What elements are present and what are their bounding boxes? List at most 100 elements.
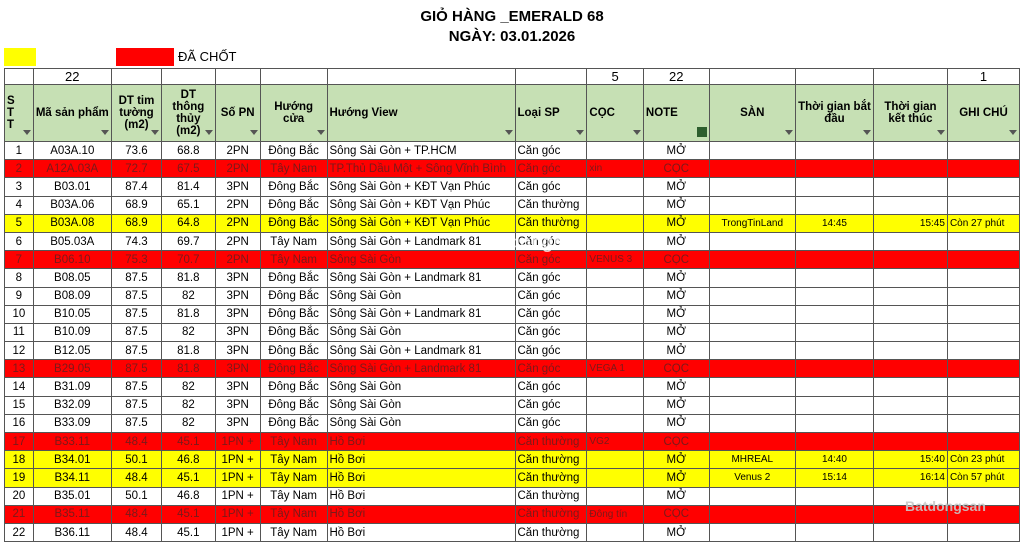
cell-san[interactable] [708,522,796,543]
cell-huong-view[interactable]: TP.Thủ Dầu Một + Sông Vĩnh Bình [326,159,516,179]
cell-dt-thong[interactable]: 45.1 [161,504,216,524]
cell-huong-cua[interactable]: Đông Bắc [259,213,328,233]
cell-coc[interactable]: VG2 [586,431,644,452]
cell-san[interactable] [708,395,796,415]
cell-bat-dau[interactable] [794,140,874,161]
cell-ghi-chu[interactable] [946,304,1021,324]
cell-bat-dau[interactable] [794,195,874,215]
cell-loai-sp[interactable]: Căn góc [514,341,588,361]
cell-stt[interactable]: 14 [4,377,34,397]
cell-so-pn[interactable]: 3PN [214,304,261,324]
cell-bat-dau[interactable] [794,304,874,324]
cell-huong-cua[interactable]: Đông Bắc [259,395,328,415]
cell-dt-thong[interactable]: 45.1 [161,431,216,452]
cell-huong-view[interactable]: Sông Sài Gòn [326,286,516,306]
table-row[interactable]: 22 B36.11 48.4 45.1 1PN + Tây Nam Hồ Bơi Căn th… [4,522,1021,543]
cell-so-pn[interactable]: 2PN [214,159,261,179]
cell-loai-sp[interactable]: Căn góc [514,304,588,324]
cell-note[interactable]: CỌC [642,431,710,452]
cell-note[interactable]: MỞ [642,413,710,434]
filter-dropdown-icon[interactable] [936,130,945,135]
cell-ghi-chu[interactable] [946,395,1021,415]
filter-dropdown-icon[interactable] [632,130,641,135]
cell-ma[interactable]: B32.09 [32,395,112,415]
cell-loai-sp[interactable]: Căn góc [514,250,588,270]
filter-dropdown-icon[interactable] [862,130,871,135]
cell-so-pn[interactable]: 3PN [214,268,261,288]
header-tg-ket-thuc[interactable]: Thời gian kết thúc [872,84,948,142]
cell-ket-thuc[interactable] [872,377,948,397]
cell-so-pn[interactable]: 1PN + [214,431,261,452]
cell-ket-thuc[interactable] [872,231,948,252]
cell-huong-view[interactable]: Sông Sài Gòn + Landmark 81 [326,341,516,361]
cell-stt[interactable]: 20 [4,486,34,506]
cell-ghi-chu[interactable] [946,195,1021,215]
cell-huong-cua[interactable]: Đông Bắc [259,377,328,397]
table-row[interactable]: 18 B34.01 50.1 46.8 1PN + Tây Nam Hồ Bơi Căn th… [4,450,1021,470]
cell-bat-dau[interactable] [794,268,874,288]
cell-san[interactable] [708,268,796,288]
cell-bat-dau[interactable]: 15:14 [794,468,874,488]
cell-coc[interactable] [586,486,644,506]
cell-loai-sp[interactable]: Căn thường [514,450,588,470]
cell-huong-cua[interactable]: Đông Bắc [259,286,328,306]
cell-san[interactable] [708,413,796,434]
cell-san[interactable]: TrongTinLand [708,213,796,233]
cell-ma[interactable]: B03A.08 [32,213,112,233]
cell-so-pn[interactable]: 1PN + [214,450,261,470]
cell-ket-thuc[interactable] [872,159,948,179]
cell-loai-sp[interactable]: Căn thường [514,504,588,524]
cell-san[interactable] [708,140,796,161]
cell-loai-sp[interactable]: Căn góc [514,322,588,343]
cell-stt[interactable]: 7 [4,250,34,270]
cell-loai-sp[interactable]: Căn góc [514,359,588,379]
cell-dt-thong[interactable]: 67.5 [161,159,216,179]
cell-stt[interactable]: 9 [4,286,34,306]
cell-dt-tim[interactable]: 87.5 [110,377,163,397]
cell-stt[interactable]: 6 [4,231,34,252]
cell-note[interactable]: CỌC [642,159,710,179]
cell-so-pn[interactable]: 2PN [214,231,261,252]
cell-stt[interactable]: 18 [4,450,34,470]
cell-dt-thong[interactable]: 81.8 [161,359,216,379]
cell-stt[interactable]: 17 [4,431,34,452]
cell-ghi-chu[interactable]: Còn 57 phút [946,468,1021,488]
cell-huong-view[interactable]: Sông Sài Gòn [326,377,516,397]
cell-huong-view[interactable]: Sông Sài Gòn [326,395,516,415]
cell-coc[interactable] [586,268,644,288]
cell-ket-thuc[interactable]: 15:40 [872,450,948,470]
cell-ghi-chu[interactable] [946,159,1021,179]
cell-dt-thong[interactable]: 70.7 [161,250,216,270]
cell-dt-tim[interactable]: 48.4 [110,468,163,488]
cell-coc[interactable] [586,304,644,324]
cell-ma[interactable]: B03.01 [32,177,112,197]
cell-loai-sp[interactable]: Căn thường [514,468,588,488]
cell-dt-thong[interactable]: 82 [161,286,216,306]
cell-stt[interactable]: 11 [4,322,34,343]
header-stt[interactable]: S T T [4,84,34,142]
cell-ma[interactable]: B35.11 [32,504,112,524]
cell-ghi-chu[interactable] [946,250,1021,270]
cell-ma[interactable]: B03A.06 [32,195,112,215]
table-row[interactable]: 8 B08.05 87.5 81.8 3PN Đông Bắc Sông Sài Gòn +… [4,268,1021,288]
cell-ket-thuc[interactable] [872,413,948,434]
cell-ghi-chu[interactable] [946,322,1021,343]
cell-dt-tim[interactable]: 87.5 [110,341,163,361]
cell-coc[interactable] [586,195,644,215]
cell-dt-thong[interactable]: 46.8 [161,486,216,506]
cell-huong-cua[interactable]: Tây Nam [259,486,328,506]
cell-huong-cua[interactable]: Đông Bắc [259,268,328,288]
cell-ma[interactable]: B35.01 [32,486,112,506]
cell-huong-view[interactable]: Sông Sài Gòn [326,322,516,343]
cell-coc[interactable]: VEGA 1 [586,359,644,379]
cell-loai-sp[interactable]: Căn thường [514,195,588,215]
cell-huong-cua[interactable]: Tây Nam [259,504,328,524]
cell-ket-thuc[interactable]: 16:14 [872,468,948,488]
cell-ket-thuc[interactable] [872,431,948,452]
cell-huong-view[interactable]: Sông Sài Gòn + Landmark 81 [326,231,516,252]
table-row[interactable]: 3 B03.01 87.4 81.4 3PN Đông Bắc Sông Sài Gòn +… [4,177,1021,197]
cell-ghi-chu[interactable] [946,522,1021,543]
cell-huong-view[interactable]: Sông Sài Gòn + Landmark 81 [326,304,516,324]
cell-huong-cua[interactable]: Đông Bắc [259,140,328,161]
cell-loai-sp[interactable]: Căn góc [514,177,588,197]
